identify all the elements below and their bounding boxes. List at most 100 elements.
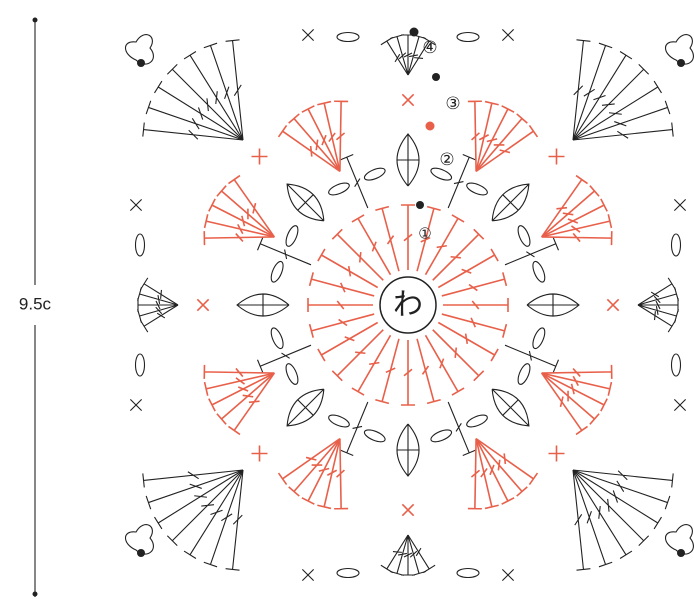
stitch: [637, 304, 677, 333]
chain: [517, 225, 531, 247]
stitch: [340, 153, 369, 209]
sc-plus: [251, 445, 268, 462]
stitch: [183, 469, 244, 559]
stitch: [416, 338, 441, 405]
stitch: [351, 334, 392, 396]
stitch: [331, 329, 384, 382]
stitch: [390, 534, 409, 576]
stitch: [142, 122, 244, 141]
stitch: [432, 228, 485, 281]
stitch: [540, 372, 588, 436]
dot: [432, 73, 440, 81]
stitch: [334, 438, 349, 510]
chain: [336, 31, 360, 43]
chain: [466, 414, 488, 428]
stitch: [572, 39, 591, 141]
chain: [363, 167, 386, 181]
stitch: [288, 438, 341, 497]
dot: [677, 549, 685, 557]
sc-plus: [548, 148, 565, 165]
stitch: [277, 437, 341, 485]
stitch: [340, 401, 369, 457]
sc-plus: [548, 445, 565, 462]
stitch: [375, 205, 400, 272]
stitch: [256, 344, 312, 373]
stitch: [137, 287, 179, 306]
stitch: [504, 237, 560, 266]
stitch: [475, 438, 499, 510]
stitch: [308, 272, 375, 297]
cluster: [526, 293, 580, 317]
cluster: [491, 183, 530, 222]
stitch: [441, 313, 508, 338]
stitch: [139, 304, 179, 333]
chain: [430, 167, 453, 181]
round-label: ③: [445, 94, 460, 114]
cluster: [396, 133, 420, 187]
cluster: [491, 388, 530, 427]
stitch: [572, 100, 671, 141]
chain: [336, 567, 360, 579]
chain: [134, 353, 146, 377]
dot: [137, 549, 145, 557]
chain: [363, 429, 386, 443]
stitch: [447, 153, 476, 209]
stitch: [504, 344, 560, 373]
stitch: [183, 51, 244, 141]
chain: [532, 327, 546, 350]
chain: [328, 182, 350, 196]
stitch: [637, 277, 677, 306]
stitch: [154, 469, 244, 530]
sc-x: [301, 28, 315, 42]
stitch: [139, 277, 179, 306]
stitch: [441, 272, 508, 297]
cluster: [236, 293, 290, 317]
stitch: [541, 231, 613, 246]
stitch: [416, 205, 441, 272]
stitch: [256, 237, 312, 266]
stitch: [208, 198, 275, 238]
sc-x: [129, 398, 143, 412]
chain: [430, 429, 453, 443]
stitch: [203, 214, 275, 238]
sc-x: [501, 568, 515, 582]
stitch: [203, 469, 244, 568]
stitch: [437, 321, 499, 362]
stitch: [301, 438, 341, 505]
stitch: [142, 469, 244, 488]
sc-x: [401, 503, 415, 517]
stitch: [572, 469, 591, 571]
stitch: [228, 174, 276, 238]
sc-x: [501, 28, 515, 42]
stitch: [317, 248, 379, 289]
stitch: [216, 185, 275, 238]
stitch: [375, 338, 400, 405]
chain: [670, 233, 682, 257]
stitch: [308, 313, 375, 338]
stitch: [277, 125, 341, 173]
cluster: [286, 183, 325, 222]
stitch: [475, 113, 528, 172]
stitch: [572, 469, 650, 547]
sc-x: [301, 568, 315, 582]
stitch: [301, 105, 341, 172]
sc-plus: [251, 148, 268, 165]
chain: [456, 31, 480, 43]
stitch: [401, 204, 415, 270]
stitch: [572, 51, 633, 141]
stitch: [407, 36, 436, 76]
chain: [517, 363, 531, 385]
corner-loops: [124, 34, 154, 65]
sc-x: [401, 93, 415, 107]
stitch: [475, 125, 539, 173]
corner-loops: [664, 524, 694, 555]
center-label: わ: [393, 288, 423, 323]
stitch: [166, 469, 244, 547]
dot: [409, 27, 419, 37]
stitch: [443, 298, 509, 312]
sc-x: [129, 198, 143, 212]
stitch: [288, 113, 341, 172]
sc-x: [673, 398, 687, 412]
stitch: [541, 372, 613, 396]
magic-ring: [379, 276, 437, 334]
